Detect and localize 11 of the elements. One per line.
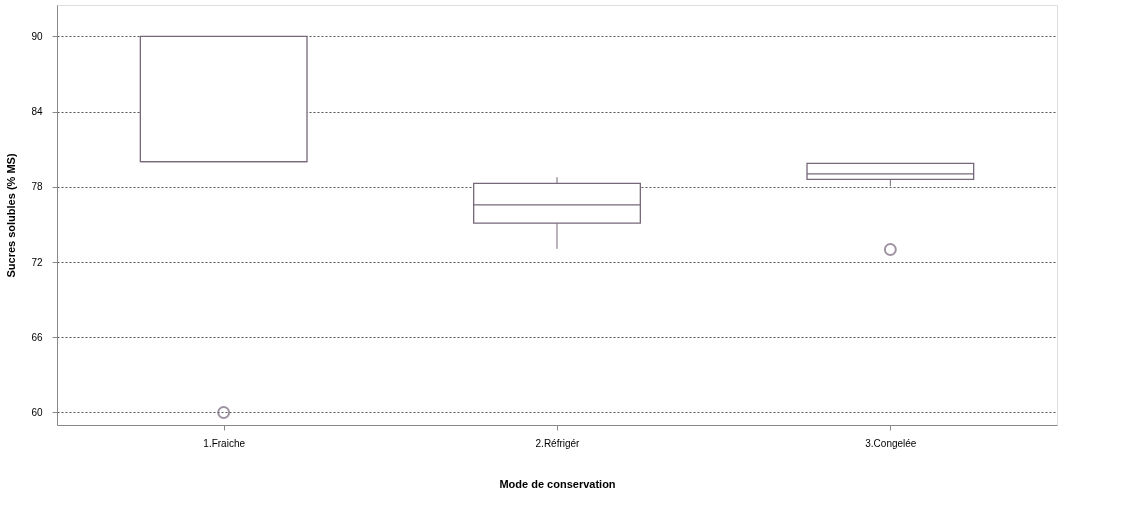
x-tick-label: 1.Fraiche <box>203 437 246 449</box>
y-axis-title: Sucres solubles (% MS) <box>5 153 18 278</box>
x-tick-label: 2.Réfrigér <box>535 437 581 449</box>
x-tick-label: 3.Congelée <box>865 437 917 449</box>
x-axis-title: Mode de conservation <box>499 477 616 490</box>
y-tick-label: 78 <box>31 181 43 193</box>
y-tick-label: 72 <box>31 256 43 268</box>
y-tick-label: 60 <box>31 406 43 418</box>
y-tick-label: 66 <box>31 331 43 343</box>
y-tick-label: 84 <box>31 106 43 118</box>
y-tick-label: 90 <box>31 30 43 42</box>
